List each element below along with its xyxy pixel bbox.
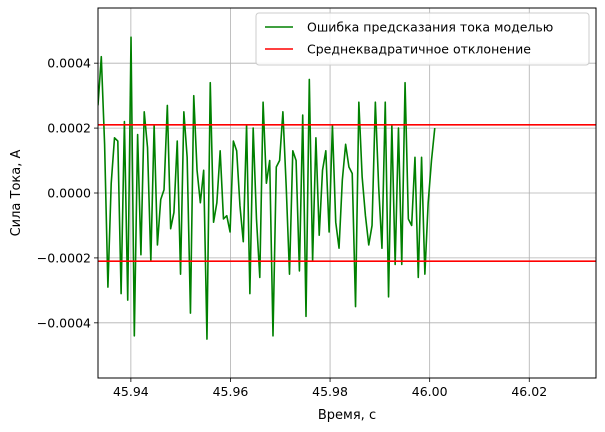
x-tick-label: 45.98 — [312, 384, 348, 399]
x-tick-label: 46.00 — [412, 384, 448, 399]
series-layer — [98, 36, 596, 340]
legend-box — [255, 12, 590, 66]
x-axis-label: Время, с — [318, 408, 376, 423]
ticks: 45.94 45.96 45.98 46.00 46.02 −0.0004 −0.0002 0… — [37, 56, 547, 399]
x-tick-label: 46.02 — [511, 384, 547, 399]
y-tick-label: 0.0002 — [47, 121, 91, 136]
x-tick-label: 45.94 — [113, 384, 149, 399]
legend-label-std: Среднеквадратичное отклонение — [307, 42, 531, 57]
legend-label-error: Ошибка предсказания тока моделью — [307, 20, 553, 35]
legend: Ошибка предсказания тока моделью Среднек… — [255, 12, 590, 66]
grid — [98, 8, 596, 378]
y-axis-label: Сила Тока, А — [9, 149, 24, 236]
y-tick-label: 0.0004 — [47, 56, 91, 71]
y-tick-label: −0.0004 — [37, 315, 91, 330]
x-tick-label: 45.96 — [213, 384, 249, 399]
y-tick-label: 0.0000 — [47, 186, 91, 201]
y-tick-label: −0.0002 — [37, 250, 91, 265]
